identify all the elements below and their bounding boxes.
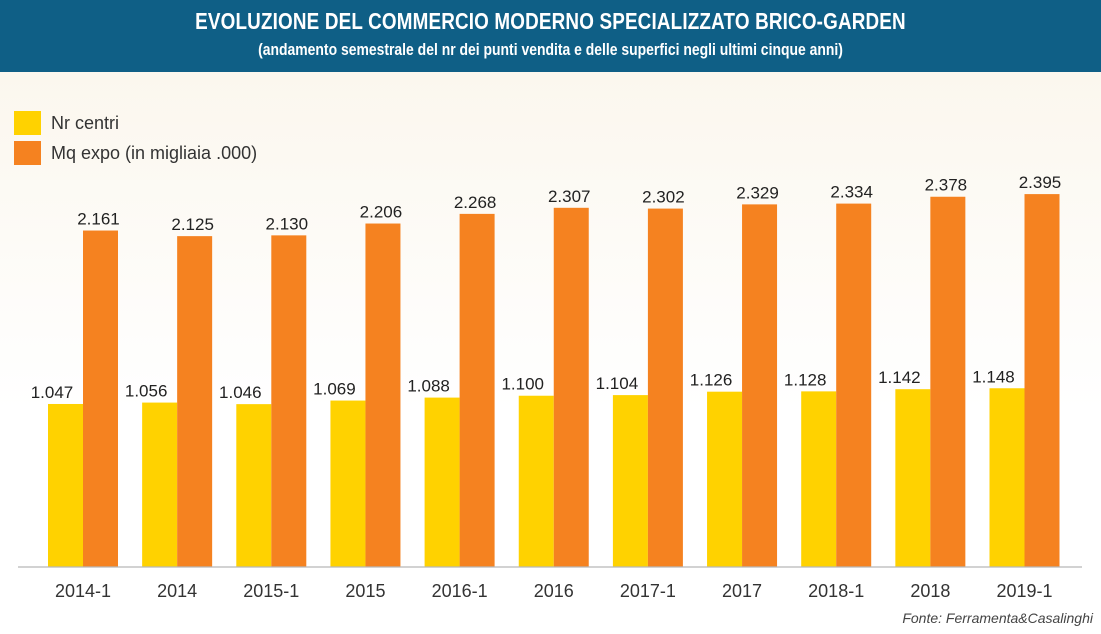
bar-mq-expo-2015-1	[271, 235, 307, 567]
chart-subtitle: (andamento semestrale del nr dei punti v…	[258, 40, 843, 59]
data-label-mq-expo-2016-1: 2.268	[454, 193, 497, 212]
bar-mq-expo-2016	[553, 207, 589, 567]
data-label-nr-centri-2018: 1.142	[878, 368, 921, 387]
chart-header: EVOLUZIONE DEL COMMERCIO MODERNO SPECIAL…	[0, 0, 1101, 72]
data-label-nr-centri-2014-1: 1.047	[31, 383, 74, 402]
x-tick-label-2014: 2014	[157, 581, 197, 601]
bar-nr-centri-2019-1	[989, 388, 1025, 567]
bar-mq-expo-2017	[742, 204, 778, 567]
data-label-nr-centri-2016-1: 1.088	[407, 377, 450, 396]
x-tick-label-2014-1: 2014-1	[55, 581, 111, 601]
bar-nr-centri-2017	[707, 391, 743, 567]
bar-mq-expo-2018-1	[836, 203, 872, 568]
data-label-mq-expo-2017-1: 2.302	[642, 188, 685, 207]
chart-legend: Nr centri Mq expo (in migliaia .000)	[14, 108, 257, 168]
legend-label-mq-expo: Mq expo (in migliaia .000)	[51, 142, 258, 163]
data-label-nr-centri-2014: 1.056	[125, 382, 168, 401]
chart-title: EVOLUZIONE DEL COMMERCIO MODERNO SPECIAL…	[195, 8, 906, 34]
data-label-mq-expo-2014: 2.125	[171, 215, 214, 234]
data-label-nr-centri-2019-1: 1.148	[972, 367, 1015, 386]
data-label-mq-expo-2018: 2.378	[925, 176, 968, 195]
bar-nr-centri-2014-1	[48, 403, 83, 567]
data-label-mq-expo-2016: 2.307	[548, 187, 591, 206]
bar-mq-expo-2014-1	[83, 230, 118, 568]
x-tick-label-2015-1: 2015-1	[243, 581, 299, 601]
legend-item-nr-centri: Nr centri	[14, 108, 257, 138]
x-tick-label-2016-1: 2016-1	[432, 581, 488, 601]
bar-nr-centri-2016-1	[424, 397, 460, 567]
bar-nr-centri-2014	[142, 402, 178, 567]
x-tick-label-2017: 2017	[722, 581, 762, 601]
data-label-mq-expo-2014-1: 2.161	[77, 210, 120, 229]
legend-item-mq-expo: Mq expo (in migliaia .000)	[14, 138, 257, 168]
data-label-mq-expo-2017: 2.329	[736, 183, 779, 202]
legend-label-nr-centri: Nr centri	[51, 112, 120, 133]
data-label-mq-expo-2019-1: 2.395	[1019, 173, 1062, 192]
data-label-mq-expo-2015-1: 2.130	[266, 214, 309, 233]
data-label-nr-centri-2017: 1.126	[690, 371, 733, 390]
legend-swatch-nr-centri	[14, 111, 41, 135]
x-tick-label-2018-1: 2018-1	[808, 581, 864, 601]
bar-mq-expo-2015	[365, 223, 401, 567]
data-label-nr-centri-2017-1: 1.104	[596, 374, 639, 393]
bar-nr-centri-2015-1	[236, 404, 272, 567]
bar-mq-expo-2014	[177, 236, 213, 567]
bar-mq-expo-2017-1	[647, 208, 683, 567]
x-tick-label-2017-1: 2017-1	[620, 581, 676, 601]
data-label-nr-centri-2015: 1.069	[313, 380, 356, 399]
source-note: Fonte: Ferramenta&Casalinghi	[902, 610, 1093, 626]
bar-nr-centri-2017-1	[612, 395, 648, 567]
x-tick-label-2019-1: 2019-1	[996, 581, 1052, 601]
bar-nr-centri-2016	[518, 395, 554, 567]
x-tick-label-2016: 2016	[534, 581, 574, 601]
data-label-nr-centri-2015-1: 1.046	[219, 383, 262, 402]
bar-mq-expo-2019-1	[1024, 194, 1060, 567]
data-label-mq-expo-2015: 2.206	[360, 203, 403, 222]
bar-nr-centri-2018	[895, 389, 931, 567]
x-tick-label-2018: 2018	[910, 581, 950, 601]
bar-mq-expo-2016-1	[459, 213, 495, 567]
bar-nr-centri-2015	[330, 400, 366, 567]
data-label-mq-expo-2018-1: 2.334	[830, 183, 873, 202]
x-tick-label-2015: 2015	[345, 581, 385, 601]
legend-swatch-mq-expo	[14, 141, 41, 165]
bar-nr-centri-2018-1	[801, 391, 837, 567]
data-label-nr-centri-2016: 1.100	[501, 375, 544, 394]
data-label-nr-centri-2018-1: 1.128	[784, 370, 827, 389]
bar-mq-expo-2018	[930, 196, 966, 567]
